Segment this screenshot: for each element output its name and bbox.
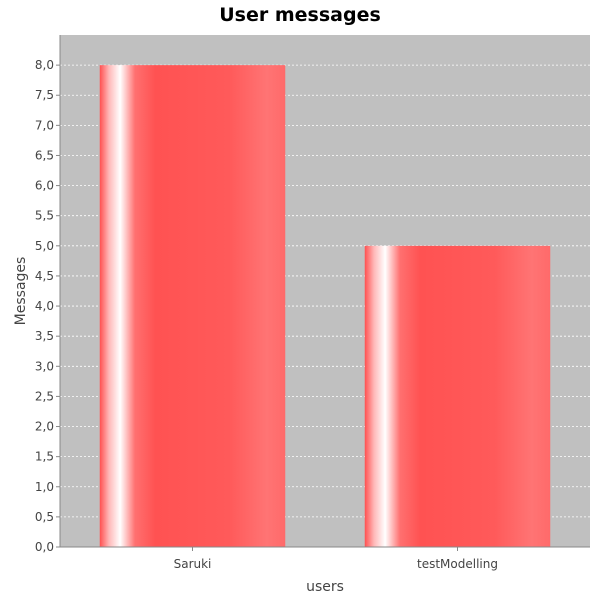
x-tick-label: Saruki (174, 557, 212, 571)
y-tick-label: 3,5 (35, 329, 54, 343)
y-axis-ticks: 0,0 0,5 1,0 1,5 2,0 2,5 3,0 3,5 4,0 4,5 5,0 5,5 6,0 6… (35, 58, 60, 554)
y-tick-label: 6,0 (35, 179, 54, 193)
y-tick-label: 1,0 (35, 480, 54, 494)
y-tick-label: 2,0 (35, 420, 54, 434)
bar-saruki (99, 65, 286, 547)
y-axis-label: Messages (13, 257, 29, 326)
y-tick-label: 5,0 (35, 239, 54, 253)
y-tick-label: 6,5 (35, 148, 54, 162)
y-tick-label: 2,5 (35, 389, 54, 403)
bars (99, 65, 551, 547)
y-tick-label: 4,0 (35, 299, 54, 313)
y-tick-label: 7,0 (35, 118, 54, 132)
x-axis-ticks: Saruki testModelling (174, 547, 498, 571)
y-tick-label: 1,5 (35, 450, 54, 464)
y-tick-label: 3,0 (35, 359, 54, 373)
y-tick-label: 0,0 (35, 540, 54, 554)
y-tick-label: 0,5 (35, 510, 54, 524)
chart-title: User messages (219, 4, 381, 26)
y-tick-label: 7,5 (35, 88, 54, 102)
y-tick-label: 4,5 (35, 269, 54, 283)
x-axis-label: users (306, 579, 344, 595)
x-tick-label: testModelling (417, 557, 498, 571)
y-tick-label: 5,5 (35, 209, 54, 223)
bar-testmodelling (364, 245, 551, 547)
y-tick-label: 8,0 (35, 58, 54, 72)
